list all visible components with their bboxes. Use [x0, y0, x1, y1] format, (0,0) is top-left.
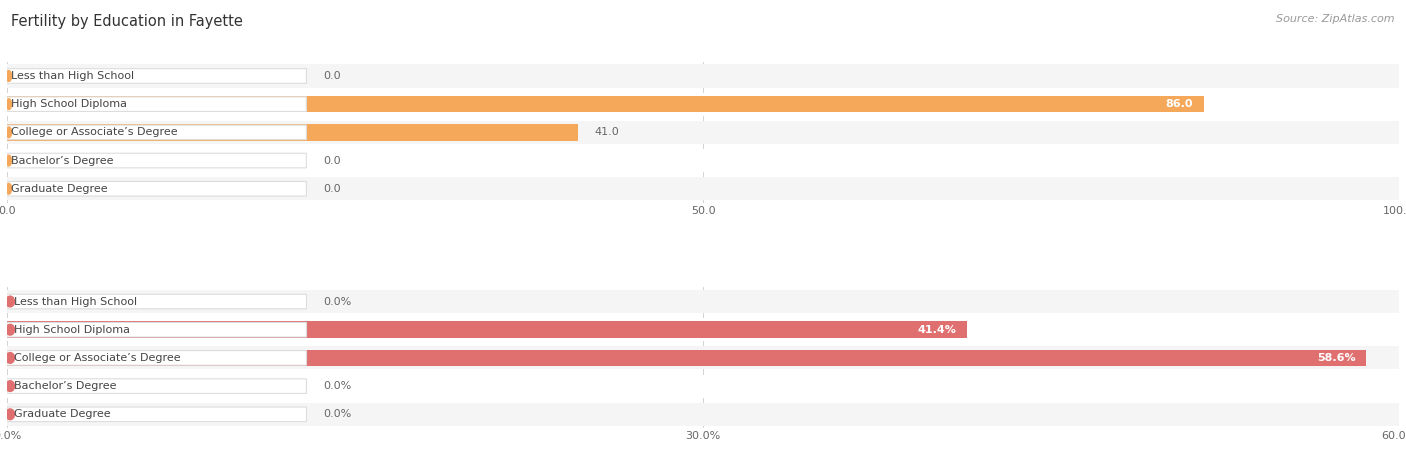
Bar	[7, 349, 1367, 366]
Circle shape	[6, 99, 11, 109]
Circle shape	[6, 155, 11, 166]
Text: 86.0: 86.0	[1166, 99, 1192, 109]
Text: Source: ZipAtlas.com: Source: ZipAtlas.com	[1277, 14, 1395, 24]
Text: High School Diploma: High School Diploma	[14, 325, 129, 335]
Text: College or Associate’s Degree: College or Associate’s Degree	[11, 128, 177, 138]
FancyBboxPatch shape	[7, 153, 307, 168]
Circle shape	[6, 353, 14, 363]
FancyBboxPatch shape	[7, 97, 307, 111]
Bar	[7, 149, 1399, 172]
Text: 41.0: 41.0	[595, 128, 619, 138]
Bar	[7, 347, 1399, 369]
Text: 0.0%: 0.0%	[323, 297, 352, 307]
Circle shape	[6, 409, 14, 420]
Text: Bachelor’s Degree: Bachelor’s Degree	[14, 381, 117, 391]
Text: 0.0%: 0.0%	[323, 409, 352, 419]
Circle shape	[6, 381, 14, 391]
Text: College or Associate’s Degree: College or Associate’s Degree	[14, 353, 180, 363]
Text: Less than High School: Less than High School	[14, 297, 136, 307]
Bar	[7, 318, 1399, 341]
Text: Graduate Degree: Graduate Degree	[14, 409, 110, 419]
Text: Graduate Degree: Graduate Degree	[11, 184, 108, 194]
Text: 41.4%: 41.4%	[918, 325, 956, 335]
FancyBboxPatch shape	[7, 407, 307, 422]
Bar	[7, 290, 1399, 313]
Text: 0.0: 0.0	[323, 156, 340, 166]
FancyBboxPatch shape	[7, 125, 307, 139]
FancyBboxPatch shape	[7, 322, 307, 337]
Bar	[7, 121, 1399, 144]
FancyBboxPatch shape	[7, 181, 307, 196]
Bar	[7, 93, 1399, 116]
Circle shape	[6, 296, 14, 307]
Bar	[7, 96, 1204, 112]
Text: 0.0: 0.0	[323, 71, 340, 81]
Text: 0.0%: 0.0%	[323, 381, 352, 391]
Text: 0.0: 0.0	[323, 184, 340, 194]
Circle shape	[6, 70, 11, 81]
FancyBboxPatch shape	[7, 69, 307, 83]
Text: Less than High School: Less than High School	[11, 71, 134, 81]
Bar	[7, 375, 1399, 397]
Circle shape	[6, 183, 11, 194]
Bar	[7, 64, 1399, 88]
FancyBboxPatch shape	[7, 294, 307, 309]
Bar	[7, 177, 1399, 200]
Text: Fertility by Education in Fayette: Fertility by Education in Fayette	[11, 14, 243, 30]
Text: Bachelor’s Degree: Bachelor’s Degree	[11, 156, 114, 166]
Bar	[7, 321, 967, 338]
Circle shape	[6, 324, 14, 335]
FancyBboxPatch shape	[7, 351, 307, 365]
Bar	[7, 403, 1399, 426]
FancyBboxPatch shape	[7, 379, 307, 393]
Text: High School Diploma: High School Diploma	[11, 99, 127, 109]
Circle shape	[6, 127, 11, 138]
Text: 58.6%: 58.6%	[1317, 353, 1355, 363]
Bar	[7, 124, 578, 141]
